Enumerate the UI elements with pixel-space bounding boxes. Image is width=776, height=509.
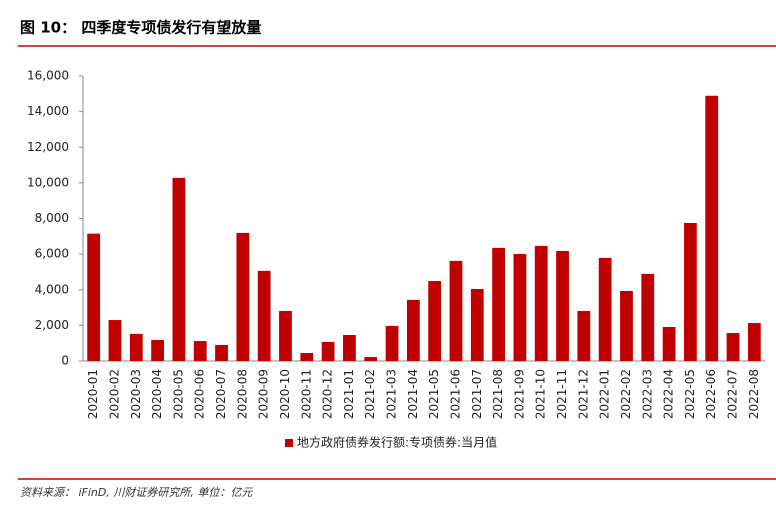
y-tick-label: 8,000 [35,211,69,225]
bar [193,341,207,361]
y-tick-label: 12,000 [27,140,69,154]
bar [598,257,612,361]
bar [577,310,591,361]
x-tick-label: 2020-02 [107,369,121,419]
y-tick-label: 2,000 [35,318,69,332]
x-tick-label: 2022-08 [747,369,761,419]
bar [556,250,569,361]
source-note: 资料来源： iFinD, 川财证券研究所, 单位：亿元 [20,486,253,499]
bar [343,334,356,361]
bar [236,232,250,361]
y-tick-label: 14,000 [27,104,69,118]
bar [215,344,228,361]
x-tick-label: 2021-04 [406,369,420,419]
bar [406,299,420,361]
x-tick-label: 2021-02 [363,369,377,419]
bar [534,245,548,361]
x-tick-label: 2020-06 [193,369,207,419]
x-tick-label: 2020-11 [299,369,313,419]
x-tick-label: 2022-05 [683,369,697,419]
bar [492,247,505,361]
bar [321,341,335,361]
x-tick-label: 2020-05 [171,369,185,419]
y-tick-label: 4,000 [35,282,69,296]
bar [428,281,442,361]
x-tick-label: 2021-11 [555,369,569,419]
x-tick-label: 2021-03 [385,369,399,419]
x-tick-label: 2021-08 [491,369,505,419]
y-tick-label: 16,000 [27,69,69,83]
x-tick-label: 2020-01 [86,369,100,419]
x-tick-label: 2020-03 [129,369,143,419]
x-tick-label: 2021-01 [342,369,356,419]
bar [641,273,655,361]
x-tick-label: 2022-02 [619,369,633,419]
bar [129,333,143,361]
x-tick-label: 2021-07 [470,369,484,419]
bar [747,323,761,361]
bar [726,333,740,361]
x-tick-label: 2021-05 [427,369,441,419]
y-tick-label: 10,000 [27,175,69,189]
y-tick-label: 6,000 [35,247,69,261]
legend-label: 地方政府债券发行额:专项债券:当月值 [297,435,497,450]
x-tick-label: 2020-09 [257,369,271,419]
bar [684,222,697,361]
x-tick-label: 2020-07 [214,369,228,419]
bar [513,253,527,361]
x-tick-label: 2020-04 [150,369,164,419]
x-tick-label: 2021-09 [512,369,526,419]
bar [87,233,101,361]
bar [151,339,164,361]
bar [620,290,633,361]
x-tick-label: 2021-10 [534,369,548,419]
legend-swatch [285,439,293,447]
x-tick-label: 2020-12 [321,369,335,419]
bar [108,320,122,361]
x-tick-label: 2020-10 [278,369,292,419]
x-tick-label: 2022-07 [726,369,740,419]
x-tick-label: 2021-06 [448,369,462,419]
x-tick-label: 2022-06 [704,369,718,419]
x-tick-label: 2022-01 [598,369,612,419]
bar [470,289,484,361]
y-tick-label: 0 [61,354,69,368]
bar [385,325,399,361]
bar [662,326,676,361]
x-tick-label: 2021-12 [576,369,590,419]
bar [279,310,292,361]
bar [172,177,186,361]
x-tick-label: 2022-03 [640,369,654,419]
bar [257,270,271,361]
bar [449,260,463,361]
bar [300,352,314,361]
bar [705,95,719,361]
x-tick-label: 2020-08 [235,369,249,419]
x-tick-label: 2022-04 [662,369,676,419]
bar [364,357,378,361]
chart-title: 图 10： 四季度专项债发行有望放量 [20,19,261,37]
